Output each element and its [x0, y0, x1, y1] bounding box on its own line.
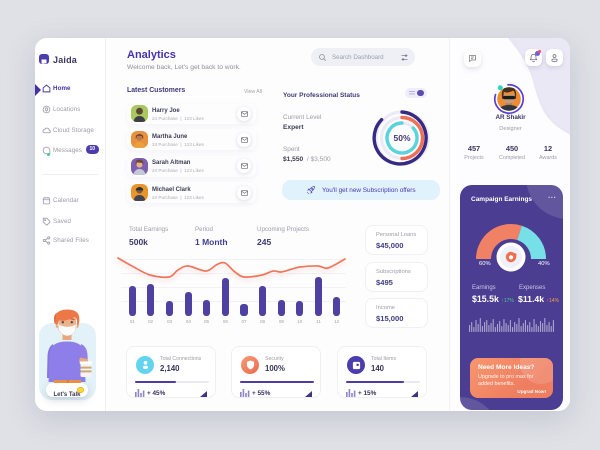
svg-text:50%: 50% [393, 133, 410, 143]
